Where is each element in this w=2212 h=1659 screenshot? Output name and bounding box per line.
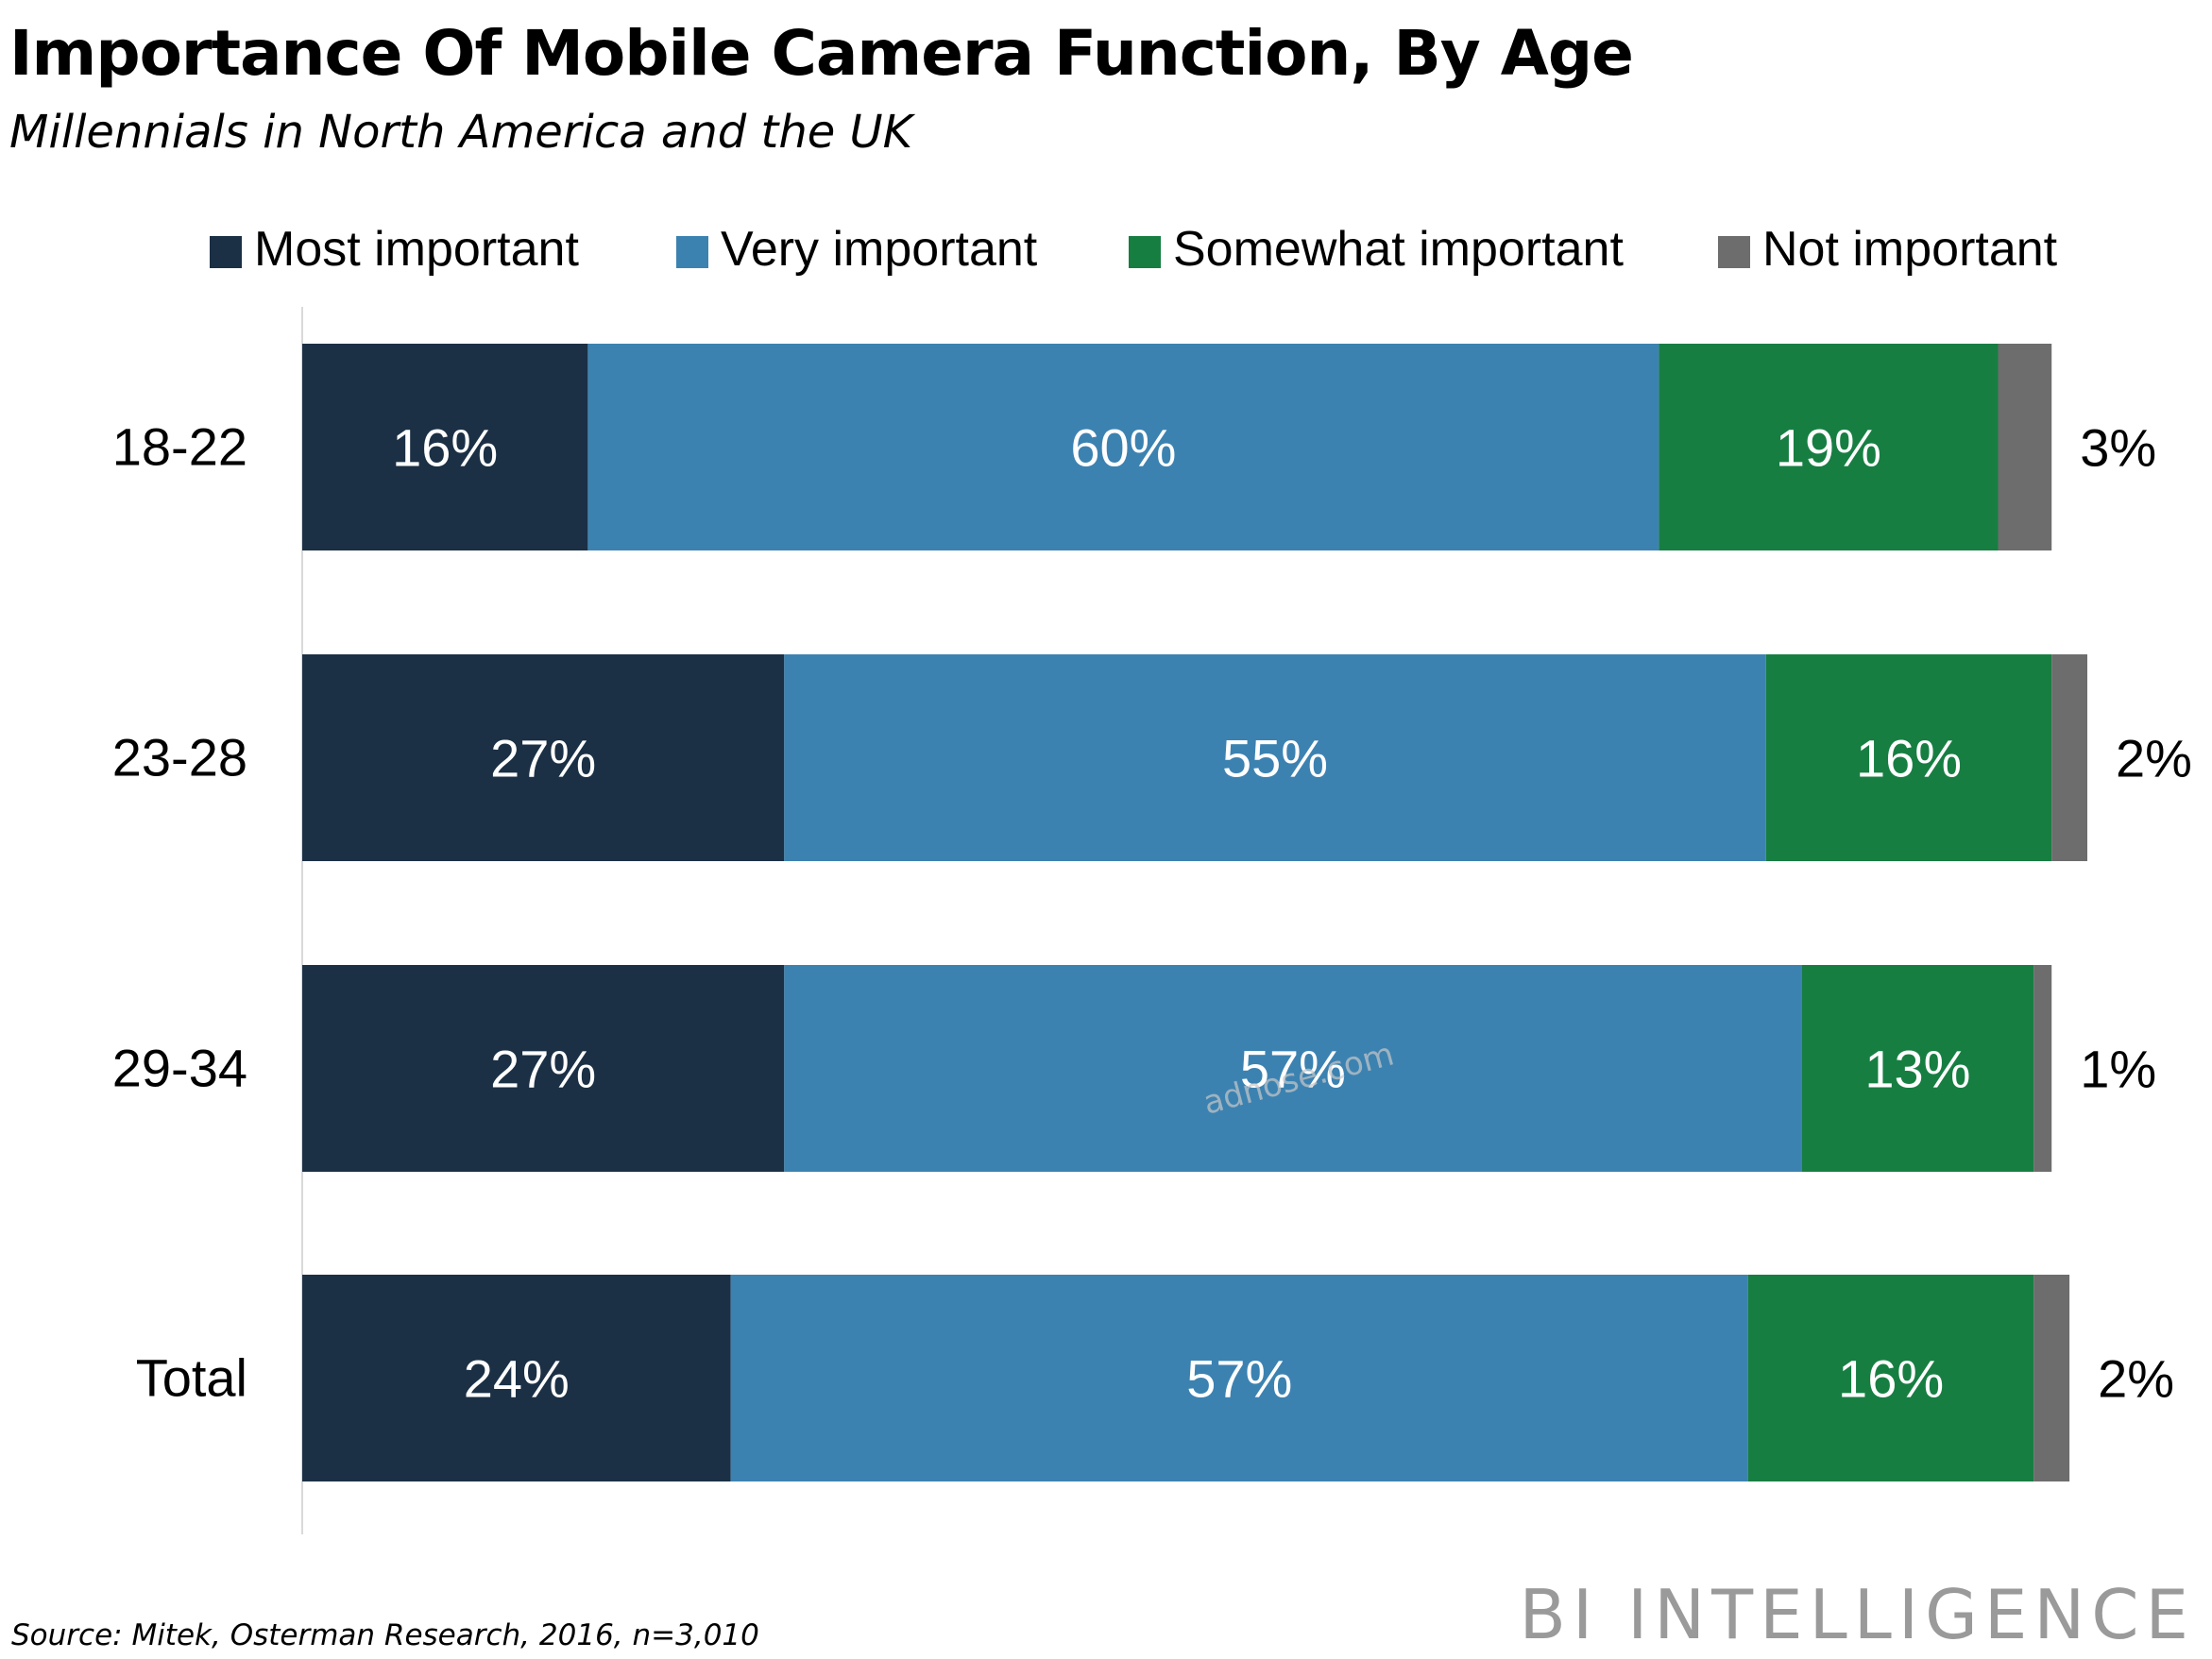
- bar-segment-somewhat-important: [1801, 965, 2034, 1172]
- legend-item-very-important: Very important: [676, 222, 1038, 277]
- data-label-most-important: 27%: [490, 1040, 596, 1099]
- legend-swatch: [210, 236, 242, 268]
- bar-segment-somewhat-important: [1659, 344, 1999, 550]
- bar-segment-somewhat-important: [1765, 654, 2052, 861]
- legend-item-not-important: Not important: [1718, 222, 2058, 277]
- bar-segment-not-important: [1998, 344, 2052, 550]
- chart-title: Importance Of Mobile Camera Function, By…: [9, 17, 1634, 90]
- data-label-not-important: 3%: [2080, 418, 2156, 478]
- stacked-bar-chart: Most important Very important Somewhat imp…: [112, 222, 2192, 1534]
- chart-bars: 18-22 16% 60% 19% 3% 23-28 27% 55% 16% 2% 29-34 27%…: [112, 344, 2192, 1481]
- chart-subtitle: Millennials in North America and the UK: [9, 106, 913, 159]
- bar-segment-most-important: [302, 654, 785, 861]
- chart-legend: Most important Very important Somewhat imp…: [210, 222, 2058, 277]
- bar-row-18-22: 18-22 16% 60% 19% 3%: [112, 344, 2156, 550]
- category-label: 29-34: [112, 1039, 247, 1098]
- data-label-not-important: 2%: [2098, 1349, 2174, 1409]
- legend-swatch: [1129, 236, 1161, 268]
- category-label: 23-28: [112, 728, 247, 787]
- brand-logo: BI INTELLIGENCE: [1519, 1575, 2195, 1654]
- data-label-somewhat-important: 16%: [1838, 1349, 1944, 1409]
- data-label-very-important: 60%: [1070, 418, 1176, 478]
- legend-label: Not important: [1762, 222, 2058, 277]
- bar-segment-very-important: [730, 1275, 1748, 1481]
- bar-segment-most-important: [302, 965, 785, 1172]
- legend-label: Very important: [721, 222, 1038, 277]
- bar-row-total: Total 24% 57% 16% 2%: [136, 1275, 2174, 1481]
- data-label-somewhat-important: 13%: [1864, 1040, 1970, 1099]
- data-label-most-important: 27%: [490, 729, 596, 788]
- data-label-most-important: 24%: [464, 1349, 570, 1409]
- data-label-very-important: 57%: [1186, 1349, 1292, 1409]
- bar-segment-not-important: [2033, 965, 2052, 1172]
- bar-segment-not-important: [2033, 1275, 2070, 1481]
- bar-segment-most-important: [302, 1275, 731, 1481]
- data-label-very-important: 57%: [1240, 1040, 1346, 1099]
- bar-segment-most-important: [302, 344, 588, 550]
- bar-segment-somewhat-important: [1747, 1275, 2034, 1481]
- bar-segment-not-important: [2051, 654, 2087, 861]
- legend-swatch: [1718, 236, 1750, 268]
- legend-item-somewhat-important: Somewhat important: [1129, 222, 1624, 277]
- data-label-somewhat-important: 19%: [1776, 418, 1881, 478]
- bar-segment-very-important: [784, 965, 1802, 1172]
- legend-swatch: [676, 236, 708, 268]
- bar-segment-very-important: [587, 344, 1659, 550]
- data-label-not-important: 1%: [2080, 1040, 2156, 1099]
- bar-row-29-34: 29-34 27% 57% 13% 1%: [112, 965, 2156, 1172]
- source-note: Source: Mitek, Osterman Research, 2016, …: [11, 1618, 759, 1652]
- data-label-very-important: 55%: [1222, 729, 1328, 788]
- bar-row-23-28: 23-28 27% 55% 16% 2%: [112, 654, 2192, 861]
- data-label-somewhat-important: 16%: [1856, 729, 1962, 788]
- legend-item-most-important: Most important: [210, 222, 579, 277]
- category-label: 18-22: [112, 417, 247, 477]
- legend-label: Most important: [254, 222, 579, 277]
- data-label-not-important: 2%: [2116, 729, 2192, 788]
- data-label-most-important: 16%: [392, 418, 498, 478]
- legend-label: Somewhat important: [1173, 222, 1624, 277]
- category-label: Total: [136, 1348, 247, 1408]
- bar-segment-very-important: [784, 654, 1766, 861]
